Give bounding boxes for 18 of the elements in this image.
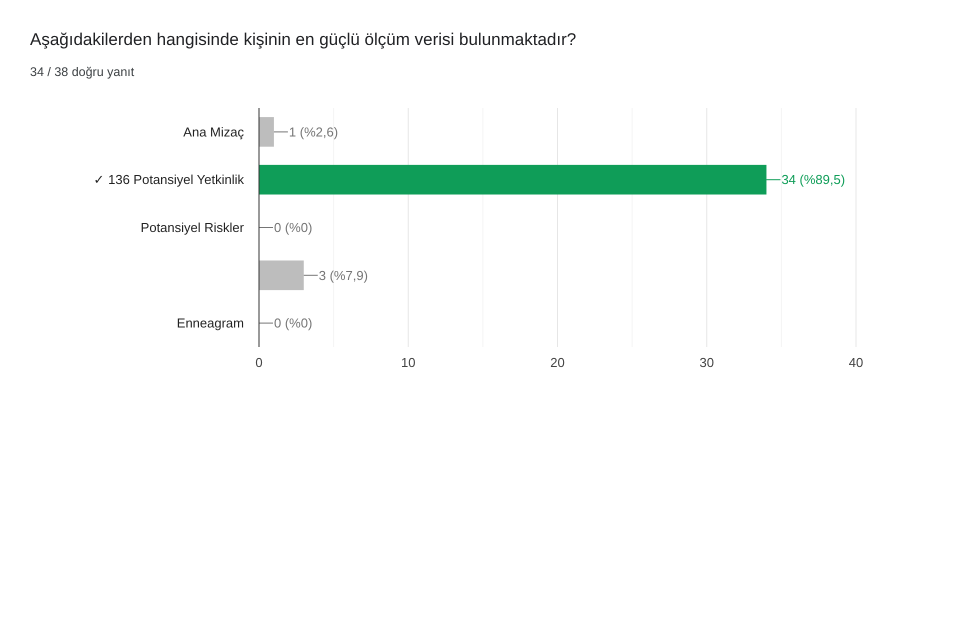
x-tick-label: 20: [550, 355, 565, 370]
data-label: 0 (%0): [274, 220, 312, 235]
x-tick-label: 30: [700, 355, 714, 370]
data-label: 34 (%89,5): [781, 172, 846, 188]
data-label: 0 (%0): [274, 316, 312, 331]
text: 34 / 38 doğru yanıt: [30, 65, 135, 79]
chart-title: Aşağıdakilerden hangisinde kişinin en güçlü ölçüm verisi bulunmaktadır?: [30, 30, 576, 49]
y-tick-label: Potansiyel Riskler: [140, 220, 245, 235]
y-tick-label: ✓ 136 Potansiyel Yetkinlik: [94, 172, 244, 188]
y-tick-label: Enneagram: [176, 316, 244, 331]
x-tick-label: 0: [255, 355, 263, 370]
x-tick-label: 40: [848, 355, 864, 370]
data-label: 1 (%2,6): [288, 124, 338, 140]
bar: [259, 260, 304, 290]
data-label: 3 (%7,9): [318, 268, 368, 283]
y-tick-label: Ana Mizaç: [183, 124, 244, 140]
x-tick-label: 10: [401, 355, 416, 370]
bar: [259, 117, 274, 147]
